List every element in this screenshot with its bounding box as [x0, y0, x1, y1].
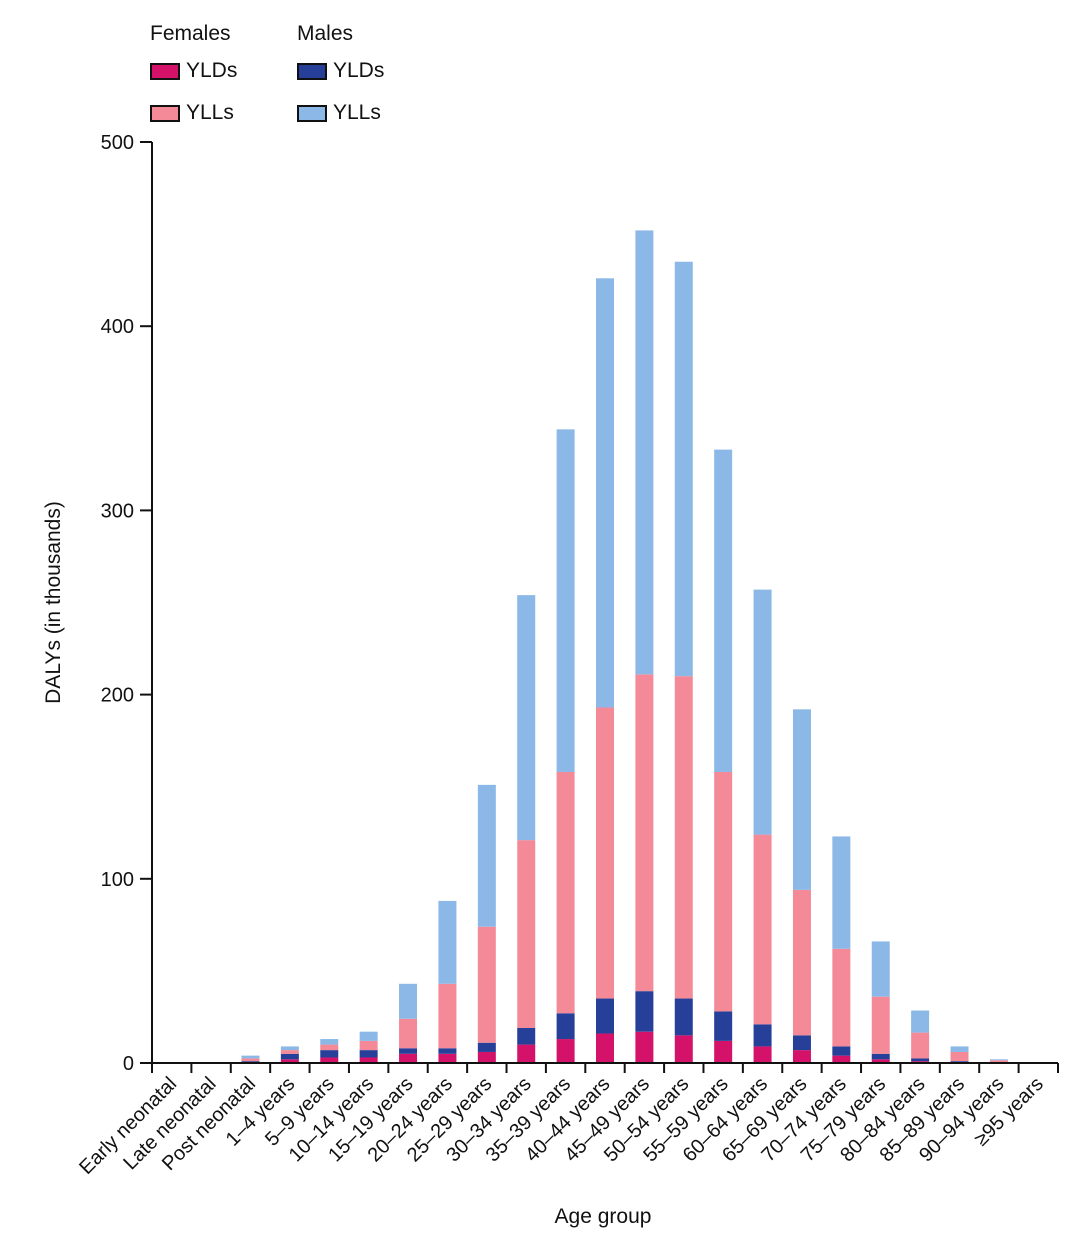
bar-segment-8-series-3: [438, 983, 457, 1049]
bar-segment-12-series-2: [596, 998, 614, 1034]
bar-segment-6-series-4: [359, 1031, 378, 1041]
bar-segment-9-series-1: [477, 1051, 496, 1063]
bar-segment-15-series-3: [714, 771, 733, 1012]
bar-segment-11-series-2: [556, 1013, 575, 1040]
bar-segment-17-series-1: [792, 1050, 811, 1063]
x-axis-title: Age group: [555, 1205, 652, 1228]
bar-segment-14-series-3: [674, 676, 693, 999]
bar-segment-10-series-2: [517, 1028, 536, 1045]
legend-swatch-males-ylds: [297, 62, 327, 80]
bar-segment-18-series-3: [832, 948, 851, 1047]
y-tick-label-2: 200: [101, 685, 134, 707]
y-tick-label-1: 100: [101, 869, 134, 891]
bar-segment-15-series-4: [714, 449, 733, 772]
bar-segment-20-series-3: [911, 1032, 930, 1059]
bar-segment-6-series-3: [359, 1040, 378, 1051]
bar-segment-7-series-1: [399, 1053, 418, 1063]
bar-segment-11-series-4: [556, 429, 575, 772]
bar-segment-22-series-3: [989, 1060, 1008, 1063]
bar-segment-14-series-2: [674, 998, 693, 1036]
bar-segment-14-series-1: [674, 1035, 693, 1063]
bar-segment-5-series-1: [320, 1057, 339, 1063]
bar-segment-10-series-1: [517, 1044, 536, 1063]
bar-segment-21-series-2: [950, 1061, 969, 1063]
legend-item-females-ylds: YLDs: [150, 59, 237, 83]
legend-label-females-ylls: YLLs: [186, 101, 234, 124]
bar-segment-13-series-3: [635, 674, 654, 992]
bar-segment-9-series-3: [477, 926, 496, 1043]
bar-segment-16-series-3: [753, 834, 772, 1025]
bar-segment-9-series-2: [477, 1042, 496, 1052]
bar-segment-7-series-4: [399, 983, 418, 1019]
bar-segment-18-series-4: [832, 836, 851, 949]
bar-segment-3-series-2: [241, 1061, 260, 1063]
bar-segment-17-series-2: [792, 1035, 811, 1051]
bar-segment-10-series-4: [517, 595, 536, 841]
legend-label-males-ylls: YLLs: [333, 101, 381, 124]
bar-segment-8-series-2: [438, 1048, 457, 1054]
bar-segment-3-series-4: [241, 1055, 260, 1059]
bar-segment-17-series-3: [792, 889, 811, 1036]
legend-title-males: Males: [297, 22, 354, 45]
y-tick-label-3: 300: [101, 500, 134, 522]
bar-segment-20-series-4: [911, 1010, 930, 1033]
bar-segment-4-series-1: [280, 1059, 299, 1063]
bar-segment-13-series-4: [635, 230, 654, 675]
bar-segment-8-series-1: [438, 1053, 457, 1063]
legend-item-males-ylls: YLLs: [297, 101, 381, 125]
bar-segment-19-series-4: [871, 941, 890, 997]
y-tick-label-5: 500: [101, 132, 134, 154]
bar-segment-20-series-2: [911, 1058, 930, 1062]
bar-segment-18-series-2: [832, 1046, 851, 1056]
y-axis-title: DALYs (in thousands): [42, 501, 65, 704]
bar-segment-17-series-4: [792, 709, 811, 890]
bar-segment-15-series-2: [714, 1011, 733, 1041]
bar-segment-8-series-4: [438, 900, 457, 984]
bar-segment-22-series-4: [989, 1059, 1008, 1061]
bar-segment-15-series-1: [714, 1040, 733, 1063]
legend-swatch-females-ylds: [150, 62, 180, 80]
bar-segment-6-series-1: [359, 1057, 378, 1063]
bar-segment-16-series-2: [753, 1024, 772, 1047]
bar-segment-19-series-2: [871, 1053, 890, 1060]
bar-segment-6-series-2: [359, 1050, 378, 1058]
bar-segment-5-series-4: [320, 1039, 339, 1045]
bars-group: [241, 230, 1008, 1063]
bar-segment-11-series-1: [556, 1039, 575, 1063]
bar-segment-12-series-1: [596, 1033, 614, 1063]
bar-segment-12-series-4: [596, 278, 614, 708]
y-tick-label-4: 400: [101, 316, 134, 338]
bar-segment-13-series-1: [635, 1031, 654, 1063]
y-tick-label-0: 0: [123, 1053, 134, 1075]
bar-segment-7-series-3: [399, 1018, 418, 1049]
bar-segment-5-series-2: [320, 1050, 339, 1058]
bar-segment-16-series-4: [753, 589, 772, 835]
bar-segment-16-series-1: [753, 1046, 772, 1063]
legend-label-males-ylds: YLDs: [333, 59, 385, 82]
bar-segment-19-series-3: [871, 996, 890, 1054]
bar-segment-14-series-4: [674, 261, 693, 677]
legend-item-males-ylds: YLDs: [297, 59, 384, 83]
bar-segment-13-series-2: [635, 991, 654, 1032]
bar-segment-12-series-3: [596, 707, 614, 999]
legend-swatch-females-ylls: [150, 104, 180, 122]
bar-segment-4-series-2: [280, 1053, 299, 1060]
bar-segment-21-series-3: [950, 1051, 969, 1062]
legend-item-females-ylls: YLLs: [150, 101, 234, 125]
bar-segment-10-series-3: [517, 840, 536, 1028]
bar-segment-11-series-3: [556, 771, 575, 1014]
bar-segment-4-series-4: [280, 1046, 299, 1051]
legend-swatch-males-ylls: [297, 104, 327, 122]
bar-segment-21-series-4: [950, 1046, 969, 1052]
bar-segment-19-series-1: [871, 1059, 890, 1063]
bar-segment-5-series-3: [320, 1044, 339, 1051]
bar-segment-7-series-2: [399, 1048, 418, 1054]
bar-segment-9-series-4: [477, 784, 496, 927]
legend-label-females-ylds: YLDs: [186, 59, 238, 82]
legend-title-females: Females: [150, 22, 231, 45]
bar-segment-18-series-1: [832, 1055, 851, 1063]
bar-segment-3-series-3: [241, 1058, 260, 1062]
bar-segment-4-series-3: [280, 1050, 299, 1054]
